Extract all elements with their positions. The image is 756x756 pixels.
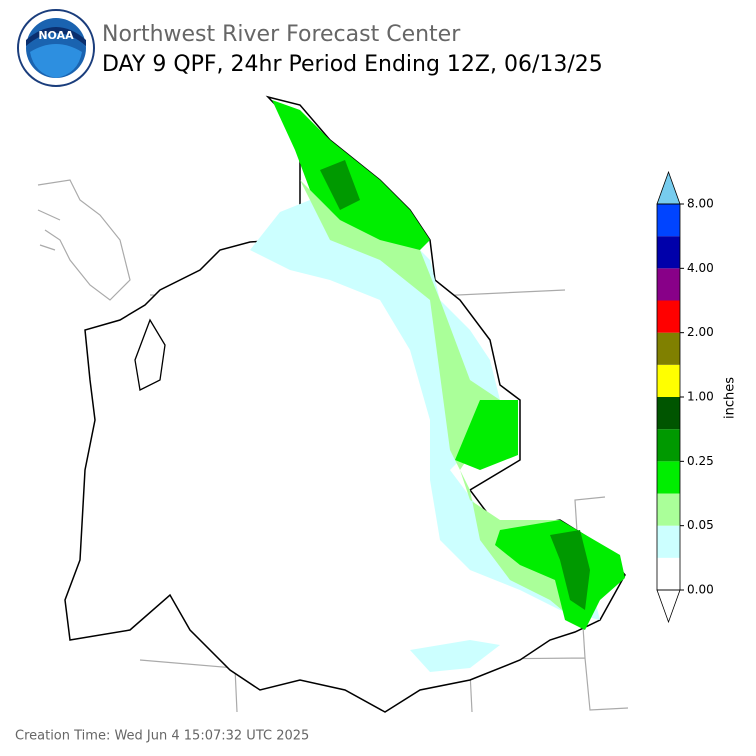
colorbar-tick-label: 1.00 [687, 390, 714, 404]
colorbar-segment [657, 204, 680, 237]
colorbar-over [656, 170, 681, 205]
colorbar-segment [657, 268, 680, 301]
colorbar-segment [657, 461, 680, 494]
colorbar-segment [657, 525, 680, 558]
logo-text: NOAA [38, 29, 74, 42]
colorbar-segment [657, 493, 680, 526]
colorbar-segment [657, 557, 680, 590]
colorbar-tick-label: 8.00 [687, 197, 714, 211]
logo: NOAA [17, 9, 95, 87]
colorbar-label: inches [723, 377, 738, 419]
colorbar-tick-label: 0.05 [687, 518, 714, 532]
map [37, 95, 629, 713]
colorbar-segment [657, 397, 680, 430]
colorbar: 0.00 0.05 0.25 1.00 2.00 4.00 8.00 [656, 170, 714, 624]
colorbar-tick-label: 0.00 [687, 583, 714, 597]
colorbar-segment [657, 429, 680, 462]
colorbar-segment [657, 300, 680, 333]
colorbar-segment [657, 364, 680, 397]
title: Northwest River Forecast Center [102, 22, 461, 47]
colorbar-tick-label: 4.00 [687, 261, 714, 275]
colorbar-tick-label: 2.00 [687, 325, 714, 339]
subtitle: DAY 9 QPF, 24hr Period Ending 12Z, 06/13… [102, 52, 603, 77]
colorbar-segment [657, 236, 680, 269]
colorbar-segment [657, 332, 680, 365]
creation-time: Creation Time: Wed Jun 4 15:07:32 UTC 20… [15, 729, 309, 744]
colorbar-tick-label: 0.25 [687, 454, 714, 468]
colorbar-under [656, 589, 681, 624]
